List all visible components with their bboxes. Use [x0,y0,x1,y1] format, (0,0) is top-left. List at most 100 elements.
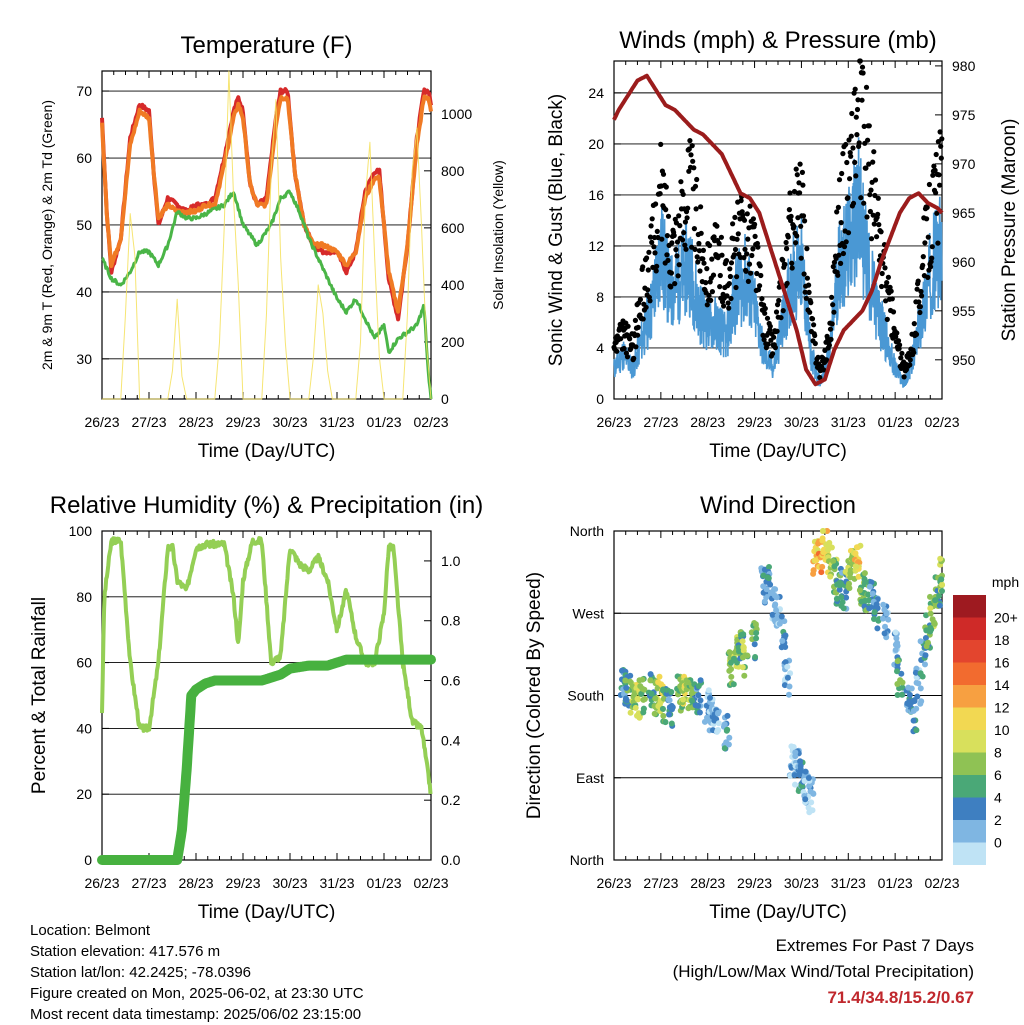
direction-point [726,667,733,674]
gust-point [698,204,704,210]
direction-point [866,597,872,604]
gust-point [653,201,659,207]
gust-point [691,226,698,232]
gust-point [853,114,859,120]
direction-point [697,677,704,684]
gust-point [863,165,869,171]
direction-point [627,709,634,716]
direction-point [825,546,831,553]
latest-timestamp-text: Most recent data timestamp: 2025/06/02 2… [30,1006,362,1023]
gust-point [773,309,780,315]
legend-label: 4 [994,790,1002,806]
direction-point [826,539,833,546]
extremes-box: Extremes For Past 7 Days (High/Low/Max W… [673,933,974,1011]
gust-point [752,221,758,227]
humidity-xtick-label: 28/23 [178,875,213,891]
direction-point [739,638,746,645]
gust-point [707,242,713,249]
direction-point [820,528,826,534]
gust-point [665,213,672,219]
gust-point [793,166,799,172]
gust-point [775,302,781,308]
direction-point [660,712,667,719]
direction-point [936,592,943,599]
temperature-series-green [101,189,433,400]
direction-point [726,649,733,656]
gust-point [733,284,739,291]
gust-point [646,249,652,255]
direction-point [723,727,730,734]
humidity-ylabel: Percent & Total Rainfall [29,597,50,794]
gust-point [802,218,808,224]
gust-point [920,254,926,260]
temperature-xtick-label: 30/23 [272,414,307,430]
direction-point [883,610,890,617]
gust-point [924,204,930,210]
gust-point [806,289,812,295]
gust-point [689,143,695,149]
winds-y2tick-label: 955 [952,303,976,319]
gust-point [677,223,683,229]
legend-swatch [953,617,986,640]
gust-point [852,86,858,92]
gust-point [864,214,870,220]
gust-point [731,252,737,258]
direction-point [728,673,735,680]
gust-point [654,263,660,269]
gust-point [765,341,771,347]
gust-point [674,239,681,245]
gust-point [843,141,849,148]
direction-point [882,623,888,630]
temperature-xtick-label: 31/23 [319,414,354,430]
gust-point [658,141,664,147]
gust-point [803,295,809,301]
gust-point [801,271,807,277]
gust-point [917,309,923,316]
gust-point [938,143,944,149]
direction-point [792,753,799,760]
humidity-ytick-label: 40 [76,720,92,736]
gust-point [823,357,830,363]
gust-point [717,284,723,290]
legend-swatch [953,775,986,798]
gust-point [850,145,856,151]
gust-point [688,152,694,158]
direction-point [627,678,634,685]
gust-point [928,264,934,270]
gust-point [924,216,930,222]
gust-point [871,149,877,155]
direction-point [752,654,759,660]
direction-point [905,684,912,691]
direction-point [899,691,905,698]
direction-point [815,540,822,547]
legend-label: 20+ [994,610,1018,626]
gust-point [709,256,715,262]
gust-point [680,237,686,243]
gust-point [776,297,782,304]
humidity-ytick-label: 80 [76,589,92,605]
winds-y2tick-label: 960 [952,254,976,270]
gust-point [861,200,867,206]
gust-point [786,207,793,213]
gust-point [834,209,840,215]
direction-point [795,788,802,794]
gust-point [757,283,763,289]
gust-point [761,337,767,343]
direction-point [852,550,859,557]
latlon-text: Station lat/lon: 42.2425; -78.0396 [30,964,252,981]
gust-point [907,357,913,363]
gust-point [760,332,766,338]
direction-point [893,635,900,642]
gust-point [744,251,750,257]
direction-point [917,670,924,677]
gust-point [676,262,682,268]
temperature-ytick-label: 30 [76,351,92,367]
gust-point [668,270,675,276]
gust-point [840,250,847,257]
gust-point [875,195,881,201]
gust-point [808,300,814,306]
direction-point [806,782,813,789]
direction-point [724,712,731,719]
direction-point [668,689,675,695]
